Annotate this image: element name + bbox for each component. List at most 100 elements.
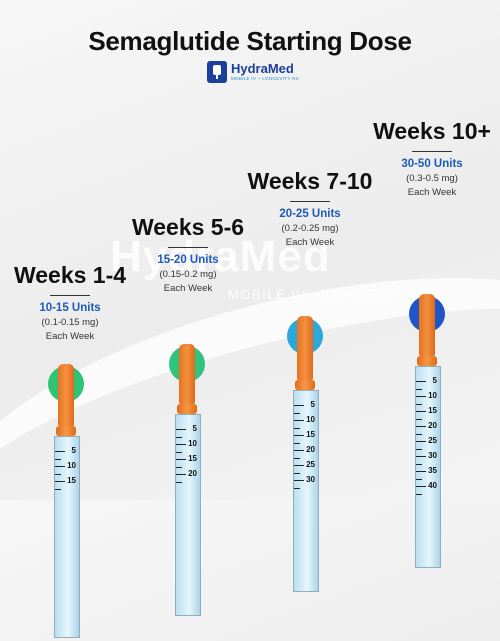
scale-minor-tick	[55, 488, 61, 490]
page-title: Semaglutide Starting Dose	[88, 26, 412, 56]
scale-minor-tick	[294, 457, 300, 459]
scale-minor-tick	[416, 433, 422, 435]
scale-label: 20	[428, 421, 437, 430]
dose-week-label: Weeks 5-6	[131, 214, 245, 240]
dose-block-3: Weeks 7-10 20-25 Units (0.2-0.25 mg) Eac…	[246, 168, 374, 248]
scale-minor-tick	[416, 448, 422, 450]
scale-minor-tick	[294, 427, 300, 429]
scale-minor-tick	[176, 466, 182, 468]
logo-tagline: MOBILE IV + LONGEVITY RX	[231, 76, 300, 82]
scale-label: 25	[428, 436, 437, 445]
scale-minor-tick	[176, 436, 182, 438]
scale-major-tick	[416, 486, 426, 487]
divider	[412, 151, 452, 152]
dose-units: 15-20 Units	[157, 254, 219, 266]
dose-frequency: Each Week	[163, 283, 213, 294]
scale-major-tick	[294, 450, 304, 451]
dose-mg: (0.1-0.15 mg)	[41, 317, 99, 328]
scale-major-tick	[176, 459, 186, 460]
dose-block-4: Weeks 10+ 30-50 Units (0.3-0.5 mg) Each …	[370, 118, 494, 198]
scale-label: 15	[428, 406, 437, 415]
dose-mg: (0.2-0.25 mg)	[281, 223, 339, 234]
syringe-barrel: 5 10 15	[54, 436, 80, 638]
syringe-needle-hub	[419, 294, 435, 356]
scale-major-tick	[294, 435, 304, 436]
scale-label: 30	[306, 475, 315, 484]
syringe-hub-collar	[417, 356, 437, 366]
dose-mg: (0.3-0.5 mg)	[406, 173, 458, 184]
scale-label: 30	[428, 451, 437, 460]
syringe-needle-hub	[179, 344, 195, 404]
scale-major-tick	[416, 471, 426, 472]
scale-minor-tick	[416, 418, 422, 420]
scale-minor-tick	[416, 388, 422, 390]
scale-label: 40	[428, 481, 437, 490]
syringe-hub-collar	[295, 380, 315, 390]
scale-major-tick	[416, 396, 426, 397]
scale-major-tick	[294, 405, 304, 406]
scale-minor-tick	[294, 442, 300, 444]
scale-minor-tick	[416, 493, 422, 495]
scale-major-tick	[416, 441, 426, 442]
scale-major-tick	[416, 426, 426, 427]
scale-major-tick	[416, 411, 426, 412]
scale-label: 5	[71, 446, 76, 455]
scale-major-tick	[294, 420, 304, 421]
divider	[50, 295, 90, 296]
dose-mg: (0.15-0.2 mg)	[159, 269, 217, 280]
scale-label: 35	[428, 466, 437, 475]
scale-major-tick	[55, 466, 65, 467]
dose-units: 20-25 Units	[279, 208, 341, 220]
dose-frequency: Each Week	[285, 237, 335, 248]
dose-week-label: Weeks 10+	[373, 118, 491, 144]
iv-bag-icon	[207, 61, 227, 83]
scale-major-tick	[416, 381, 426, 382]
scale-minor-tick	[176, 451, 182, 453]
scale-label: 15	[306, 430, 315, 439]
dose-block-1: Weeks 1-4 10-15 Units (0.1-0.15 mg) Each…	[10, 262, 130, 342]
dose-frequency: Each Week	[45, 331, 95, 342]
scale-label: 5	[310, 400, 315, 409]
scale-minor-tick	[294, 412, 300, 414]
watermark-name: HydraMed	[110, 232, 331, 281]
scale-minor-tick	[416, 478, 422, 480]
scale-label: 10	[306, 415, 315, 424]
scale-major-tick	[294, 465, 304, 466]
syringe-1: 5 10 15	[42, 0, 92, 638]
watermark-tagline: MOBILE IV + LONGEVITY RX	[228, 287, 440, 302]
scale-major-tick	[176, 429, 186, 430]
syringe-needle-hub	[297, 316, 313, 380]
scale-label: 5	[192, 424, 197, 433]
scale-label: 10	[428, 391, 437, 400]
syringe-barrel: 5 10 15 20	[175, 414, 201, 616]
scale-major-tick	[55, 451, 65, 452]
syringe-hub-collar	[56, 426, 76, 436]
scale-label: 10	[188, 439, 197, 448]
scale-minor-tick	[294, 472, 300, 474]
syringe-4: 5 10 15 20 25 30 35 40	[403, 0, 453, 568]
dose-units: 10-15 Units	[39, 302, 101, 314]
syringe-barrel: 5 10 15 20 25 30 35 40	[415, 366, 441, 568]
hydramed-logo: HydraMed MOBILE IV + LONGEVITY RX	[207, 60, 299, 84]
syringe-barrel: 5 10 15 20 25 30	[293, 390, 319, 592]
dose-week-label: Weeks 1-4	[13, 262, 127, 288]
scale-label: 15	[67, 476, 76, 485]
dose-week-label: Weeks 7-10	[247, 168, 373, 194]
scale-major-tick	[416, 456, 426, 457]
scale-minor-tick	[294, 487, 300, 489]
dose-block-2: Weeks 5-6 15-20 Units (0.15-0.2 mg) Each…	[128, 214, 248, 294]
scale-major-tick	[55, 481, 65, 482]
scale-minor-tick	[55, 458, 61, 460]
logo-name: HydraMed	[231, 61, 294, 77]
syringe-2: 5 10 15 20	[163, 0, 213, 616]
dose-frequency: Each Week	[407, 187, 457, 198]
syringe-hub-collar	[177, 404, 197, 414]
scale-label: 20	[306, 445, 315, 454]
scale-major-tick	[176, 444, 186, 445]
syringe-needle-hub	[58, 364, 74, 426]
scale-label: 25	[306, 460, 315, 469]
scale-minor-tick	[416, 463, 422, 465]
scale-minor-tick	[416, 403, 422, 405]
syringe-3: 5 10 15 20 25 30	[281, 0, 331, 592]
divider	[290, 201, 330, 202]
